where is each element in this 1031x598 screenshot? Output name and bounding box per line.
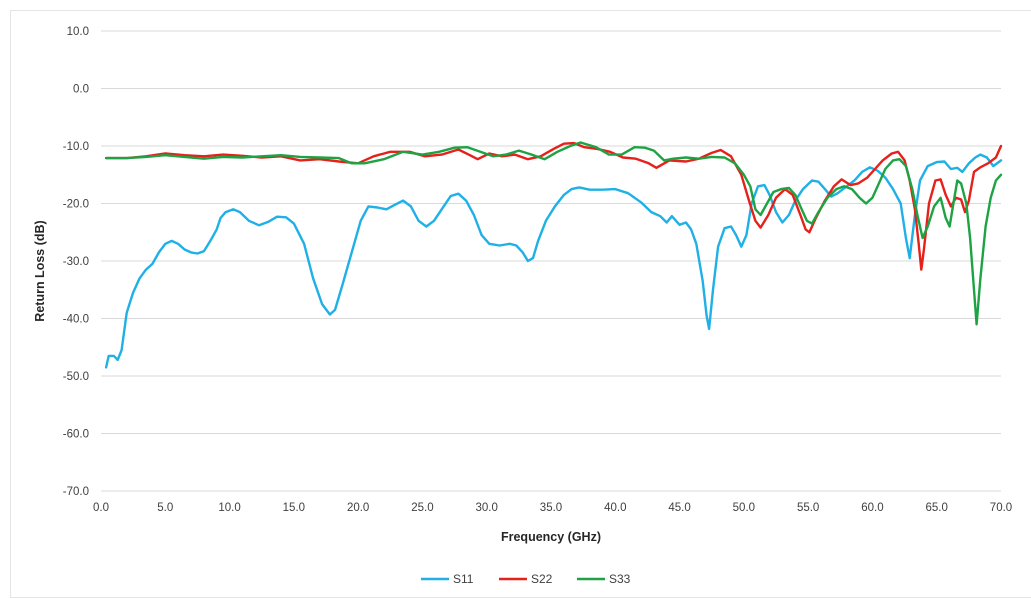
legend: S11 S22 S33 (421, 572, 631, 586)
x-tick-label: 0.0 (93, 502, 109, 514)
x-tick-label: 10.0 (218, 502, 240, 514)
x-tick-label: 15.0 (283, 502, 305, 514)
series-line-s11 (104, 153, 1003, 369)
x-tick-label: 5.0 (157, 502, 173, 514)
x-tick-label: 40.0 (604, 502, 626, 514)
y-axis-tick-labels: 10.0 0.0 -10.0 -20.0 -30.0 -40.0 -50.0 -60.0 -70… (63, 26, 89, 498)
series-line-s22 (104, 141, 1003, 271)
y-tick-label: -30.0 (63, 256, 89, 268)
x-tick-label: 45.0 (668, 502, 690, 514)
y-tick-label: -10.0 (63, 141, 89, 153)
y-axis-title: Return Loss (dB) (33, 220, 47, 321)
y-tick-label: 10.0 (67, 26, 89, 38)
y-tick-label: -70.0 (63, 486, 89, 498)
x-tick-label: 25.0 (411, 502, 433, 514)
x-axis-tick-labels: 0.0 5.0 10.0 15.0 20.0 25.0 30.0 35.0 40.0 45.0 50… (93, 502, 1012, 514)
y-tick-label: -20.0 (63, 199, 89, 211)
x-tick-label: 20.0 (347, 502, 369, 514)
y-tick-label: -50.0 (63, 371, 89, 383)
series-line-s33 (104, 141, 1003, 326)
x-tick-label: 70.0 (990, 502, 1012, 514)
x-tick-label: 65.0 (926, 502, 948, 514)
legend-label-s33: S33 (609, 572, 631, 586)
y-tick-label: -60.0 (63, 429, 89, 441)
legend-label-s11: S11 (453, 572, 474, 586)
y-tick-label: 0.0 (73, 84, 89, 96)
x-tick-label: 30.0 (476, 502, 498, 514)
x-tick-label: 55.0 (797, 502, 819, 514)
series-lines (104, 141, 1003, 369)
chart-frame: 10.0 0.0 -10.0 -20.0 -30.0 -40.0 -50.0 -60.0 -70… (10, 10, 1031, 598)
x-tick-label: 35.0 (540, 502, 562, 514)
x-axis-title: Frequency (GHz) (501, 530, 601, 544)
gridlines (101, 30, 1001, 492)
legend-label-s22: S22 (531, 572, 553, 586)
x-tick-label: 60.0 (861, 502, 883, 514)
y-tick-label: -40.0 (63, 314, 89, 326)
x-tick-label: 50.0 (733, 502, 755, 514)
line-chart: 10.0 0.0 -10.0 -20.0 -30.0 -40.0 -50.0 -60.0 -70… (33, 26, 1012, 586)
